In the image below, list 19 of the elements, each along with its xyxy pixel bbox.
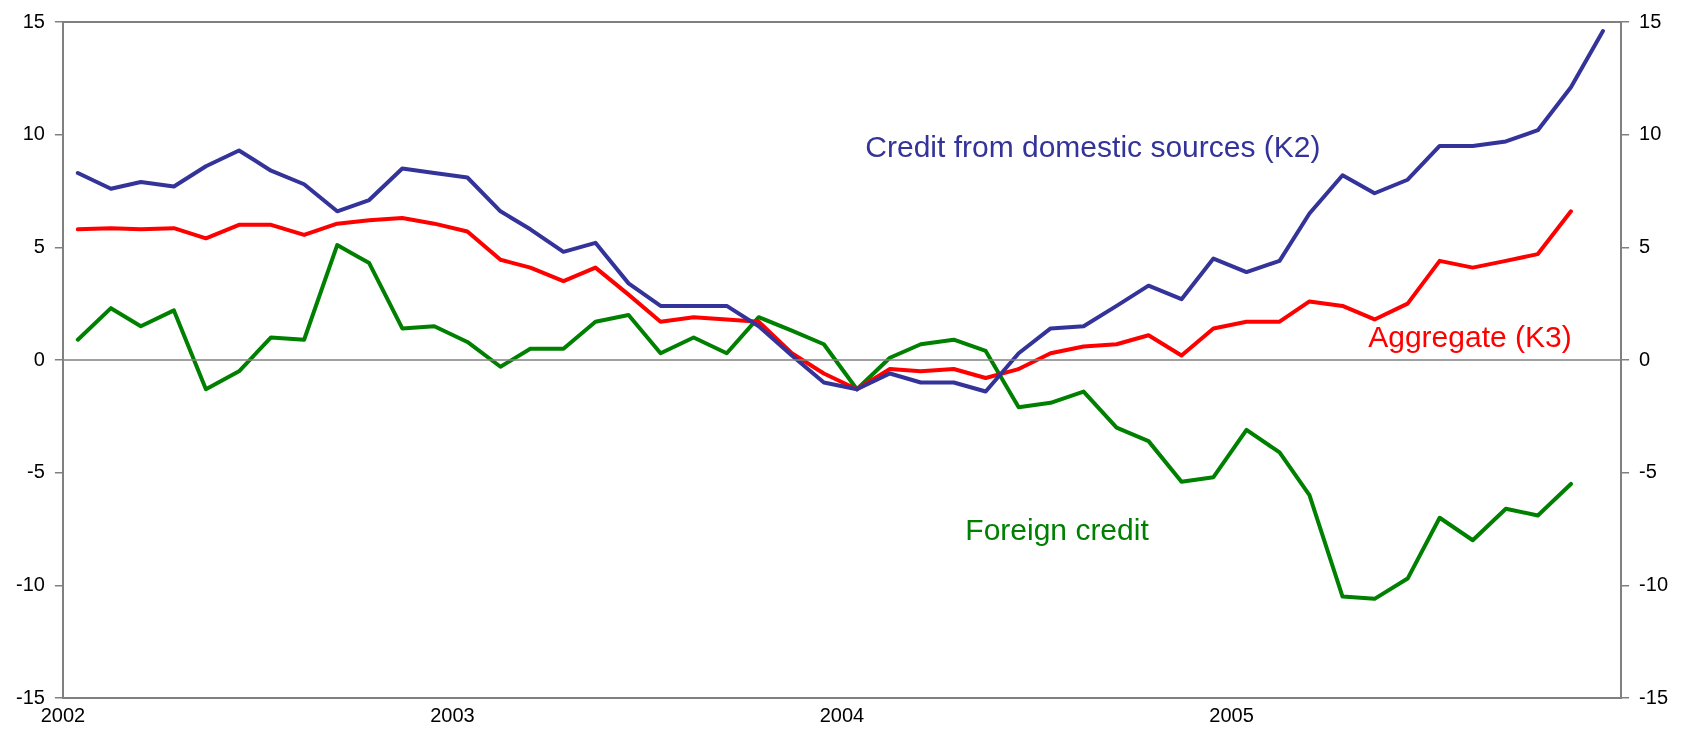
y-tick-label: 5 — [33, 234, 45, 257]
series-label: Aggregate (K3) — [1368, 319, 1572, 353]
y2-tick-label: -5 — [1639, 460, 1657, 483]
y2-tick-label: -15 — [1639, 685, 1668, 708]
y-tick-label: 15 — [22, 9, 45, 32]
x-tick-label: 2003 — [430, 703, 475, 726]
series-label: Foreign credit — [965, 512, 1150, 546]
y2-tick-label: 10 — [1639, 122, 1662, 145]
y2-tick-label: 5 — [1639, 234, 1651, 257]
y2-tick-label: -10 — [1639, 572, 1668, 595]
x-tick-label: 2004 — [819, 703, 865, 726]
y-tick-label: -5 — [27, 460, 45, 483]
y2-tick-label: 15 — [1639, 9, 1662, 32]
y-tick-label: 0 — [33, 347, 45, 370]
y2-tick-label: 0 — [1639, 347, 1651, 370]
y-tick-label: 10 — [22, 122, 45, 145]
y-tick-label: -10 — [16, 572, 45, 595]
series-label: Credit from domestic sources (K2) — [865, 129, 1321, 163]
x-tick-label: 2005 — [1209, 703, 1254, 726]
